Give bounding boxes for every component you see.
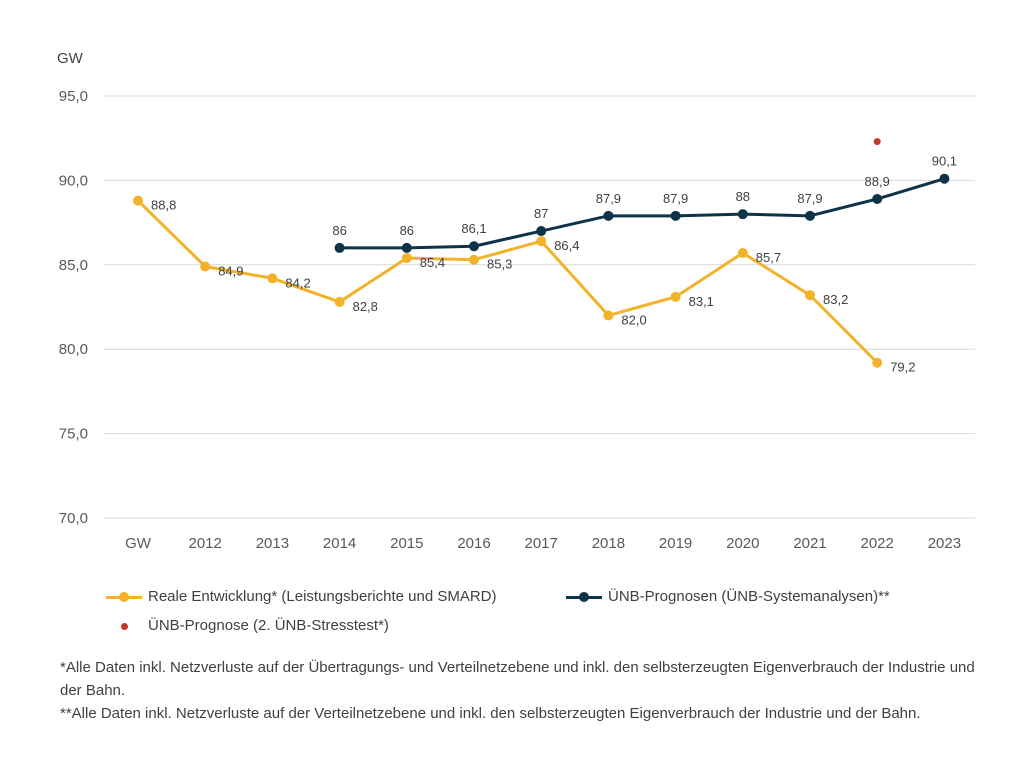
- y-tick-label: 75,0: [59, 426, 88, 443]
- data-point: [805, 210, 815, 221]
- data-point: [737, 247, 748, 258]
- series-line: [338, 177, 946, 250]
- data-point: [872, 357, 883, 368]
- data-point: [401, 242, 412, 253]
- data-point: [469, 241, 479, 252]
- data-label: 86: [332, 223, 346, 238]
- legend-label: ÜNB-Prognose (2. ÜNB-Stresstest*): [148, 617, 389, 634]
- data-label: 84,2: [285, 275, 310, 290]
- data-point: [334, 296, 345, 307]
- data-point: [469, 254, 479, 265]
- footnote-2: **Alle Daten inkl. Netzverluste auf der …: [60, 705, 921, 722]
- x-axis-ticks: GW 2012 2013 2014 2015 2016 2017 2018 2019 2020 20…: [125, 535, 961, 552]
- series-line: [136, 199, 879, 365]
- legend-label: ÜNB-Prognosen (ÜNB-Systemanalysen)**: [608, 588, 890, 605]
- x-tick-label: 2012: [189, 535, 222, 552]
- data-label: 88: [736, 189, 750, 204]
- data-label: 87,9: [663, 191, 688, 206]
- data-point: [603, 210, 614, 221]
- footnote-1: *Alle Daten inkl. Netzverluste auf der Ü…: [60, 659, 975, 699]
- y-tick-label: 70,0: [59, 510, 88, 527]
- data-label: 87,9: [797, 191, 822, 206]
- data-label: 82,0: [621, 312, 646, 327]
- line-chart: GW 70,0 75,0 80,0 85,0 90,0 95,0 GW 2012 2013 20…: [57, 50, 975, 552]
- data-label: 85,3: [487, 257, 512, 272]
- unit-label: GW: [57, 50, 84, 67]
- data-label: 85,4: [420, 255, 445, 270]
- data-label: 83,2: [823, 292, 848, 307]
- series-group: [133, 138, 950, 368]
- data-point: [873, 138, 881, 146]
- data-point: [670, 291, 681, 302]
- data-label: 82,8: [353, 299, 378, 314]
- x-tick-label: 2015: [390, 535, 423, 552]
- data-label: 79,2: [890, 360, 915, 375]
- x-tick-label: 2014: [323, 535, 356, 552]
- data-label: 88,9: [865, 174, 890, 189]
- x-tick-label: 2022: [861, 535, 894, 552]
- x-tick-label: 2018: [592, 535, 625, 552]
- legend-line-symbol: [106, 591, 142, 603]
- data-point: [603, 310, 614, 321]
- data-point: [536, 236, 547, 247]
- x-tick-label: 2023: [928, 535, 961, 552]
- data-label: 86,1: [461, 221, 486, 236]
- data-point: [805, 290, 815, 301]
- data-point: [334, 242, 345, 253]
- legend-item-reale-entwicklung: Reale Entwicklung* (Leistungsberichte un…: [106, 588, 497, 605]
- x-tick-label: 2020: [726, 535, 759, 552]
- data-labels: 88,8 84,9 84,2 82,8 85,4 85,3 86,4 82,0 83,1 85,7…: [151, 154, 957, 375]
- y-tick-label: 80,0: [59, 341, 88, 358]
- x-tick-label: 2019: [659, 535, 692, 552]
- data-point: [536, 226, 547, 237]
- data-label: 88,8: [151, 198, 176, 213]
- y-tick-label: 90,0: [59, 172, 88, 189]
- y-axis-ticks: 70,0 75,0 80,0 85,0 90,0 95,0: [59, 88, 88, 527]
- y-tick-label: 95,0: [59, 88, 88, 105]
- data-label: 87: [534, 206, 548, 221]
- data-label: 83,1: [689, 294, 714, 309]
- data-point: [872, 193, 883, 204]
- legend-label: Reale Entwicklung* (Leistungsberichte un…: [148, 588, 497, 605]
- legend-line-symbol: [566, 591, 602, 603]
- data-point: [401, 253, 412, 264]
- legend-dot-symbol: [106, 620, 142, 632]
- data-label: 87,9: [596, 191, 621, 206]
- data-label: 86: [400, 223, 414, 238]
- data-point: [939, 173, 950, 184]
- data-point: [200, 261, 211, 272]
- data-point: [737, 209, 748, 220]
- data-label: 86,4: [554, 238, 579, 253]
- data-label: 85,7: [756, 250, 781, 265]
- data-point: [670, 210, 681, 221]
- x-tick-label: 2021: [793, 535, 826, 552]
- x-tick-label: 2013: [256, 535, 289, 552]
- data-point: [133, 195, 143, 206]
- legend-item-uenb-prognosen: ÜNB-Prognosen (ÜNB-Systemanalysen)**: [566, 588, 890, 605]
- x-tick-label: GW: [125, 535, 152, 552]
- y-tick-label: 85,0: [59, 257, 88, 274]
- data-point: [267, 273, 278, 284]
- data-label: 90,1: [932, 154, 957, 169]
- legend-item-stresstest: ÜNB-Prognose (2. ÜNB-Stresstest*): [106, 617, 389, 634]
- gridlines: [104, 95, 975, 519]
- x-tick-label: 2017: [525, 535, 558, 552]
- x-tick-label: 2016: [457, 535, 490, 552]
- data-label: 84,9: [218, 263, 243, 278]
